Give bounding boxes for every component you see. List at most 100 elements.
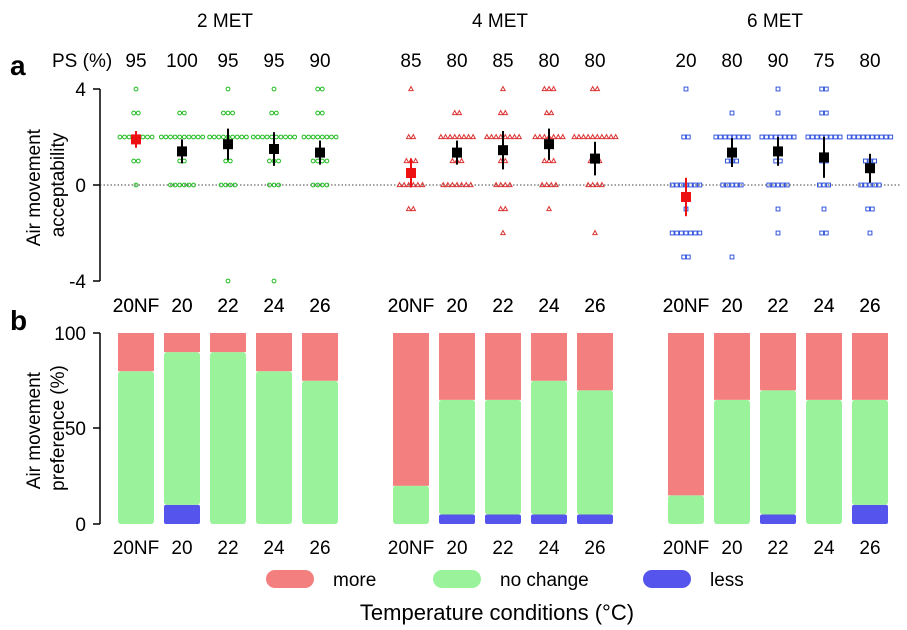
- category-label-b-bottom: 24: [538, 538, 560, 559]
- response-point: [550, 157, 557, 164]
- response-point: [133, 86, 139, 92]
- ps-value: 80: [721, 51, 742, 72]
- response-point: [502, 157, 509, 164]
- mean-marker: [269, 144, 279, 154]
- response-point: [729, 110, 735, 116]
- bar-less: [577, 514, 613, 524]
- response-point: [133, 182, 139, 188]
- response-point: [239, 134, 245, 140]
- response-point: [410, 133, 417, 140]
- response-point: [218, 182, 224, 188]
- response-point: [863, 182, 868, 188]
- response-point: [310, 134, 316, 140]
- response-point: [283, 134, 288, 140]
- response-point: [594, 133, 601, 140]
- response-point: [585, 181, 592, 188]
- bar-less: [852, 504, 888, 524]
- ytick-b-top: 100: [54, 324, 86, 345]
- response-point: [497, 205, 504, 212]
- response-point: [810, 134, 815, 140]
- response-point: [499, 85, 507, 92]
- response-point: [502, 181, 509, 188]
- ytick-a-top: 4: [75, 80, 86, 101]
- response-point: [697, 182, 703, 188]
- ylabel-b: Air movement preference (%): [24, 365, 69, 491]
- bar-no-change: [210, 352, 246, 524]
- response-point: [396, 181, 403, 188]
- response-point: [787, 134, 792, 140]
- bar-more: [210, 333, 246, 353]
- ylabel-a: Air movement acceptability: [24, 124, 69, 246]
- response-point: [310, 158, 316, 164]
- response-point: [869, 134, 875, 140]
- category-label-b-bottom: 20: [446, 538, 467, 559]
- response-point: [867, 182, 873, 188]
- bar-more: [393, 333, 429, 486]
- response-point: [223, 158, 229, 164]
- bar-more: [531, 333, 567, 381]
- response-point: [814, 134, 820, 140]
- response-point: [278, 134, 284, 140]
- response-point: [764, 134, 769, 140]
- response-point: [775, 110, 781, 116]
- response-point: [545, 157, 553, 164]
- mean-marker: [223, 139, 233, 150]
- ps-value: 90: [767, 51, 788, 72]
- response-point: [315, 182, 321, 188]
- response-point: [846, 134, 852, 140]
- response-point: [234, 134, 240, 140]
- response-point: [734, 158, 740, 164]
- response-point: [271, 86, 277, 92]
- response-point: [775, 230, 781, 236]
- response-point: [548, 109, 555, 116]
- response-point: [135, 158, 141, 164]
- response-point: [264, 134, 270, 140]
- ps-value: 80: [446, 51, 467, 72]
- response-point: [232, 182, 238, 188]
- response-point: [784, 182, 790, 188]
- ps-value: 95: [125, 51, 146, 72]
- mean-marker: [131, 134, 141, 145]
- bar-no-change: [806, 399, 842, 524]
- bar-no-change: [256, 371, 292, 524]
- response-point: [453, 181, 461, 188]
- response-point: [493, 133, 500, 140]
- response-point: [267, 182, 272, 188]
- response-point: [456, 133, 463, 140]
- response-point: [419, 181, 426, 188]
- category-label-b-bottom: 26: [859, 538, 880, 559]
- response-point: [181, 182, 187, 188]
- category-label-a: 26: [584, 296, 605, 317]
- response-point: [589, 85, 596, 92]
- response-point: [324, 182, 330, 188]
- response-point: [516, 133, 523, 140]
- category-label-b-bottom: 26: [309, 538, 330, 559]
- response-point: [467, 181, 474, 188]
- response-point: [221, 134, 226, 140]
- response-point: [688, 182, 694, 188]
- response-point: [230, 110, 236, 116]
- response-point: [216, 134, 222, 140]
- category-label-b-top: 20: [446, 296, 467, 317]
- response-point: [833, 134, 838, 140]
- category-label-a: 20: [721, 296, 742, 317]
- response-point: [865, 206, 871, 212]
- category-label-b-top: 26: [309, 296, 330, 317]
- response-point: [271, 182, 277, 188]
- response-point: [458, 181, 465, 188]
- response-point: [168, 134, 173, 140]
- response-point: [437, 133, 444, 140]
- response-point: [725, 158, 730, 164]
- response-point: [679, 230, 684, 236]
- legend-swatch-no-change: [433, 570, 481, 588]
- response-point: [271, 278, 277, 284]
- category-label-b-top: 20NF: [663, 296, 709, 317]
- response-point: [771, 182, 776, 188]
- mean-marker: [544, 139, 554, 150]
- response-point: [497, 133, 504, 140]
- response-point: [725, 182, 730, 188]
- response-point: [449, 157, 456, 164]
- response-point: [276, 158, 282, 164]
- ps-value: 75: [813, 51, 834, 72]
- mean-marker: [590, 153, 600, 164]
